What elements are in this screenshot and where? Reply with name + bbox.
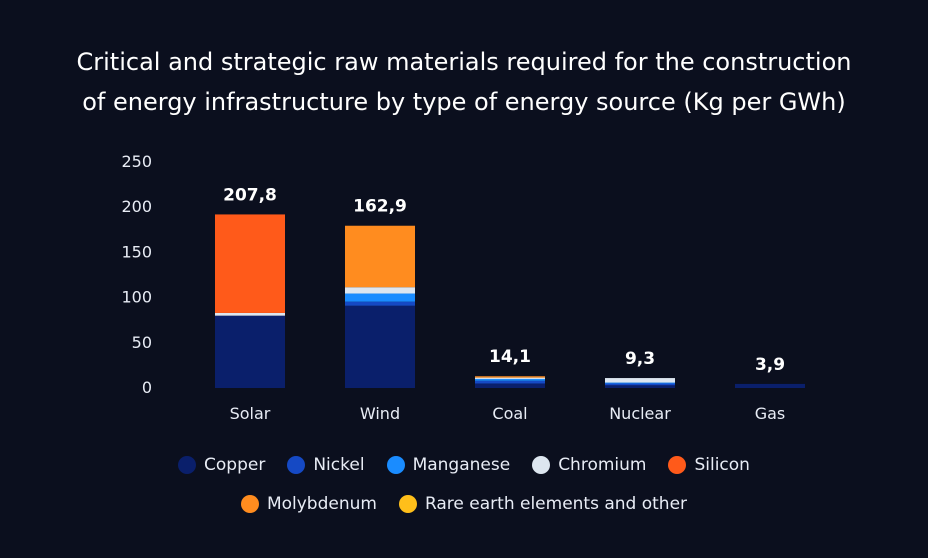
- bar-segment-molybdenum: [475, 376, 545, 378]
- legend-swatch-icon: [398, 495, 417, 513]
- total-data-label: 162,9: [353, 197, 407, 217]
- legend-label: Chromium: [558, 455, 647, 475]
- legend-row-1: Copper Nickel Manganese Chromium Silicon: [0, 455, 928, 475]
- bar-segment-nickel: [345, 301, 415, 306]
- y-tick-label: 200: [121, 197, 152, 216]
- x-tick-label: Gas: [755, 404, 786, 423]
- total-data-label: 14,1: [489, 347, 531, 367]
- legend-swatch-icon: [668, 456, 687, 474]
- legend-item: Rare earth elements and other: [398, 494, 688, 514]
- total-data-label: 207,8: [223, 185, 277, 205]
- title-line-1: Critical and strategic raw materials req…: [76, 48, 852, 76]
- chart-title: Critical and strategic raw materials req…: [0, 42, 928, 122]
- legend-label: Rare earth elements and other: [424, 494, 688, 514]
- legend-label: Nickel: [313, 455, 365, 475]
- bar-segment-silicon: [215, 214, 285, 313]
- x-tick-label: Coal: [492, 404, 527, 423]
- bar-segment-chromium: [475, 377, 545, 379]
- bar-segment-nickel: [475, 380, 545, 384]
- bar-segment-copper: [735, 383, 805, 388]
- legend-swatch-icon: [532, 456, 551, 474]
- bar-segment-manganese: [345, 293, 415, 302]
- bar-segment-manganese: [475, 378, 545, 381]
- legend-label: Manganese: [412, 455, 511, 475]
- legend-label: Molybdenum: [266, 494, 377, 514]
- legend-item: Nickel: [287, 455, 365, 475]
- bar-segment-manganese: [605, 382, 675, 384]
- bar-segment-chromium: [605, 378, 675, 383]
- title-line-2: of energy infrastructure by type of ener…: [82, 88, 846, 116]
- legend-swatch-icon: [178, 456, 197, 474]
- bar-segment-copper: [475, 383, 545, 388]
- legend-swatch-icon: [240, 495, 259, 513]
- stacked-bar-chart: 0 50 100 150 200 250 207,8 Solar 162,9 Wind 14,1 Co…: [121, 152, 805, 423]
- legend-label: Silicon: [694, 455, 750, 475]
- legend-item: Chromium: [532, 455, 646, 475]
- y-tick-label: 100: [121, 288, 152, 307]
- legend-row-2: Molybdenum Rare earth elements and other: [0, 494, 928, 514]
- legend-item: Silicon: [668, 455, 750, 475]
- bar-segment-copper: [605, 385, 675, 388]
- legend-item: Copper: [178, 455, 265, 475]
- legend-item: Molybdenum: [240, 494, 377, 514]
- total-data-label: 9,3: [625, 349, 655, 369]
- y-tick-label: 250: [121, 152, 152, 171]
- y-tick-label: 0: [142, 378, 152, 397]
- bar-segment-molybdenum: [345, 225, 415, 288]
- legend-swatch-icon: [287, 456, 306, 474]
- x-tick-label: Wind: [360, 404, 400, 423]
- y-tick-label: 50: [132, 333, 152, 352]
- bar-segment-nickel: [605, 383, 675, 386]
- legend-label: Copper: [204, 455, 266, 475]
- y-tick-label: 150: [121, 242, 152, 261]
- x-tick-label: Nuclear: [609, 404, 671, 423]
- bar-segment-chromium: [215, 312, 285, 316]
- legend-swatch-icon: [386, 456, 405, 474]
- legend-item: Manganese: [386, 455, 511, 475]
- bar-segment-copper: [345, 305, 415, 388]
- x-tick-label: Solar: [230, 404, 271, 423]
- bar-segment-copper: [215, 315, 285, 388]
- bar-segment-chromium: [345, 287, 415, 294]
- total-data-label: 3,9: [755, 355, 785, 375]
